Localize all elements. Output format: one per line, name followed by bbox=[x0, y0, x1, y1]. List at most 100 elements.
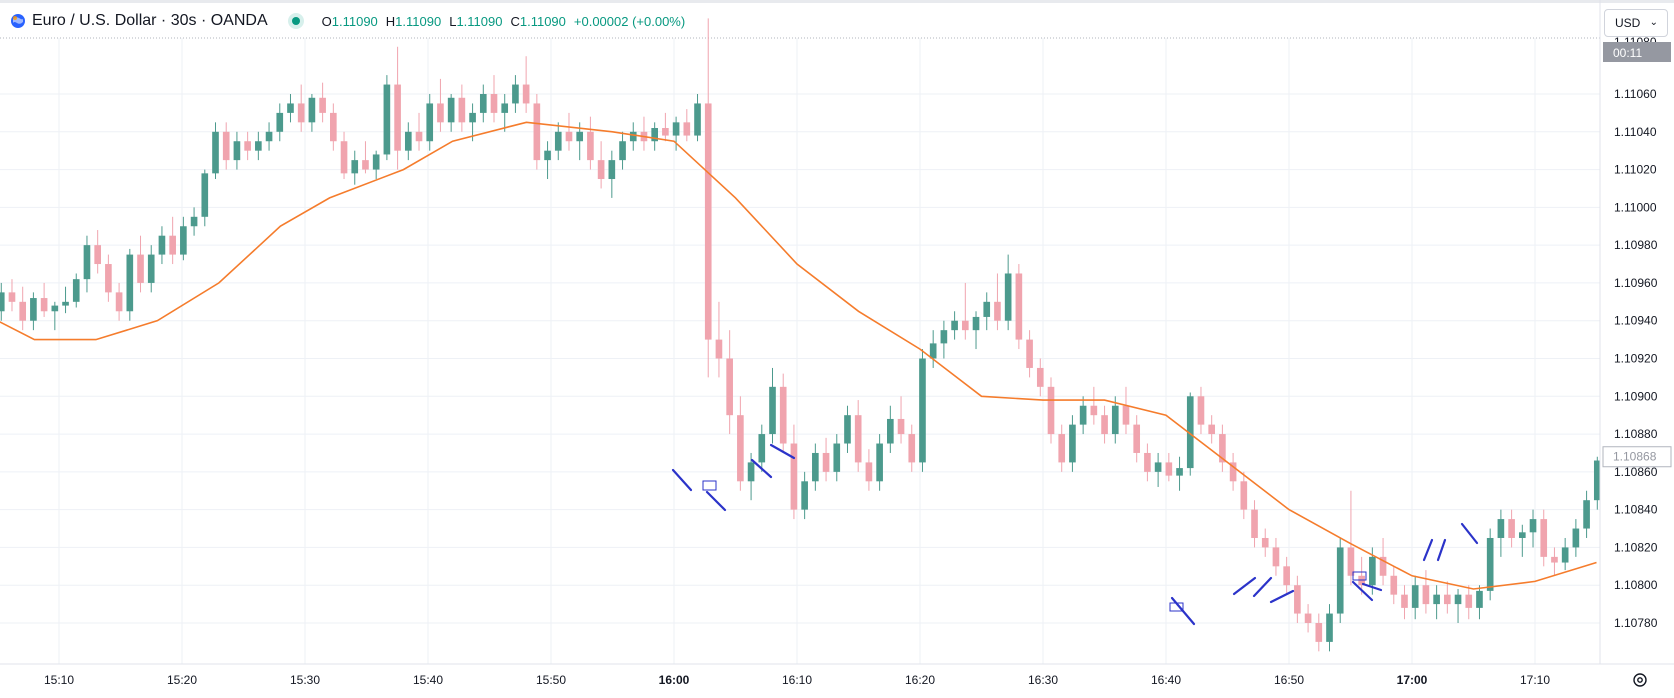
ohlc-low: L1.11090 bbox=[449, 13, 503, 29]
time-axis-panel[interactable] bbox=[0, 664, 1674, 698]
market-status-icon[interactable] bbox=[287, 13, 304, 29]
candle-body bbox=[565, 131, 573, 142]
candle-body bbox=[758, 434, 766, 463]
candle-body bbox=[1122, 405, 1130, 425]
candle-body bbox=[587, 131, 594, 161]
candle-body bbox=[276, 112, 284, 132]
candle-body bbox=[790, 443, 798, 510]
annotation-stroke[interactable] bbox=[1351, 580, 1374, 602]
annotation-stroke[interactable] bbox=[769, 443, 796, 460]
candle-body bbox=[908, 434, 916, 463]
candle-body bbox=[180, 226, 187, 255]
annotation-stroke[interactable] bbox=[1422, 538, 1434, 562]
price-tick-label: 1.11040 bbox=[1614, 125, 1657, 139]
candle-body bbox=[1326, 613, 1333, 642]
candle-body bbox=[372, 154, 380, 170]
annotation-stroke[interactable] bbox=[1361, 582, 1383, 592]
candle-body bbox=[876, 443, 883, 482]
candle-body bbox=[30, 298, 37, 321]
candle-body bbox=[1497, 519, 1505, 538]
candle-body bbox=[265, 131, 273, 142]
currency-selector[interactable]: USD ⌄ bbox=[1604, 9, 1668, 37]
candle-body bbox=[147, 254, 155, 283]
candle-body bbox=[490, 94, 498, 113]
candle-body bbox=[1572, 528, 1580, 548]
candle-body bbox=[351, 160, 359, 174]
candle-body bbox=[1240, 481, 1248, 510]
candle-body bbox=[308, 97, 316, 123]
annotation-box[interactable] bbox=[702, 480, 717, 491]
candle-body bbox=[951, 320, 958, 331]
annotation-stroke[interactable] bbox=[671, 468, 693, 492]
candle-body bbox=[340, 141, 348, 174]
globe-icon[interactable] bbox=[10, 13, 26, 29]
candle-body bbox=[1561, 547, 1569, 563]
candle-body bbox=[1154, 462, 1162, 472]
candle-body bbox=[1036, 367, 1044, 387]
candle-body bbox=[62, 301, 69, 306]
candle-body bbox=[297, 103, 305, 123]
candle-body bbox=[1390, 575, 1398, 595]
candle-body bbox=[1508, 519, 1515, 538]
ohlc-values: O1.11090 H1.11090 L1.11090 C1.11090 +0.0… bbox=[322, 14, 686, 29]
top-border bbox=[0, 0, 1674, 3]
countdown-label: 00:11 bbox=[1613, 46, 1642, 60]
price-tick-label: 1.10820 bbox=[1614, 540, 1658, 554]
candle-body bbox=[597, 160, 605, 180]
annotation-box[interactable] bbox=[1169, 602, 1184, 612]
annotation-stroke[interactable] bbox=[1460, 522, 1479, 545]
candle-body bbox=[190, 216, 198, 227]
candle-body bbox=[554, 131, 562, 151]
price-tick-label: 1.10780 bbox=[1614, 616, 1658, 630]
candle-body bbox=[1454, 594, 1462, 605]
candle-body bbox=[844, 415, 851, 444]
ohlc-close: C1.11090 bbox=[510, 13, 566, 29]
candle-body bbox=[1165, 462, 1173, 476]
candle-body bbox=[1283, 566, 1290, 586]
candle-body bbox=[1583, 500, 1590, 529]
candle-body bbox=[362, 160, 369, 170]
candle-body bbox=[1111, 405, 1119, 435]
annotation-box[interactable] bbox=[1352, 571, 1367, 581]
candle-body bbox=[330, 112, 337, 142]
candle-body bbox=[94, 245, 101, 265]
candle-body bbox=[1186, 396, 1194, 469]
annotation-stroke[interactable] bbox=[1232, 576, 1257, 596]
annotation-stroke[interactable] bbox=[1252, 576, 1273, 598]
gear-icon[interactable] bbox=[1633, 673, 1647, 687]
symbol-title[interactable]: Euro / U.S. Dollar · 30s · OANDA bbox=[32, 12, 268, 29]
candle-body bbox=[1197, 396, 1205, 425]
candle-body bbox=[919, 358, 926, 463]
candle-body bbox=[1101, 415, 1108, 435]
candle-body bbox=[897, 418, 905, 435]
candle-body bbox=[822, 452, 830, 472]
candle-body bbox=[1551, 556, 1558, 563]
annotation-stroke[interactable] bbox=[750, 458, 773, 479]
moving-average-line bbox=[0, 121, 1597, 590]
candle-body bbox=[244, 141, 251, 151]
time-tick-label: 17:00 bbox=[1397, 673, 1428, 687]
candle-body bbox=[458, 97, 466, 123]
currency-label: USD bbox=[1615, 16, 1641, 30]
candle-body bbox=[255, 141, 262, 151]
price-axis-panel[interactable] bbox=[1600, 38, 1674, 664]
candle-body bbox=[1518, 532, 1526, 538]
annotation-stroke[interactable] bbox=[1436, 538, 1447, 562]
ohlc-change: +0.00002 (+0.00%) bbox=[573, 13, 686, 29]
candle-body bbox=[1079, 405, 1087, 425]
candle-body bbox=[833, 443, 841, 472]
annotation-stroke[interactable] bbox=[1269, 589, 1295, 604]
candle-body bbox=[51, 305, 59, 312]
candle-body bbox=[747, 462, 755, 482]
price-tick-label: 1.10920 bbox=[1614, 352, 1658, 366]
candle-body bbox=[1593, 460, 1601, 501]
ohlc-open: O1.11090 bbox=[321, 13, 378, 29]
candle-body bbox=[1026, 339, 1033, 368]
candle-body bbox=[287, 103, 294, 113]
annotation-stroke[interactable] bbox=[705, 490, 727, 512]
candle-body bbox=[512, 84, 519, 104]
candle-body bbox=[1058, 434, 1066, 463]
candle-body bbox=[544, 150, 551, 161]
candle-body bbox=[19, 301, 27, 321]
